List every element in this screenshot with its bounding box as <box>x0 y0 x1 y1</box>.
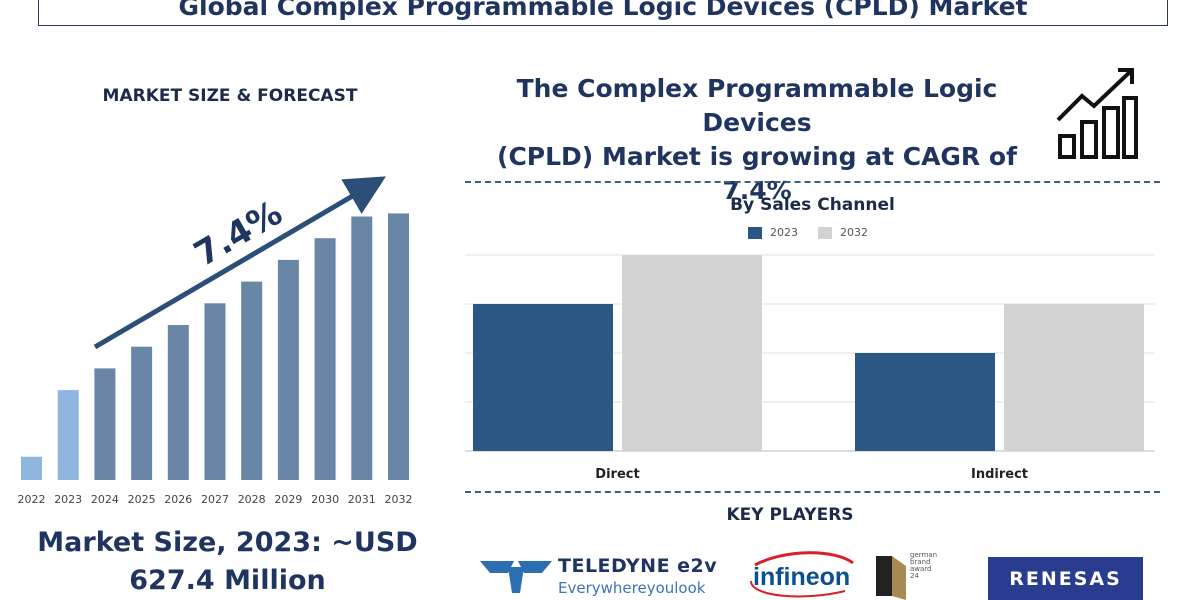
forecast-bar-2030 <box>314 238 336 480</box>
cagr-statement: The Complex Programmable Logic Devices (… <box>462 72 1052 208</box>
forecast-year-label: 2023 <box>54 493 82 506</box>
cagr-line-2: (CPLD) Market is growing at CAGR of 7.4% <box>497 142 1017 205</box>
top-divider <box>465 181 1160 183</box>
forecast-year-label: 2028 <box>238 493 266 506</box>
infineon-logo: infineon <box>745 551 860 600</box>
forecast-year-label: 2032 <box>385 493 413 506</box>
channel-bar-indirect-2032 <box>1004 304 1144 451</box>
sales-channel-chart: Direct Indirect <box>465 254 1155 482</box>
award-line: 24 <box>910 572 919 580</box>
award-emblem-icon <box>876 556 906 600</box>
legend-label-2032: 2032 <box>840 226 868 239</box>
forecast-bar-2025 <box>131 346 153 480</box>
award-text: german brand award 24 <box>910 552 944 580</box>
sales-channel-chart-title: By Sales Channel <box>730 195 895 215</box>
forecast-year-label: 2022 <box>18 493 46 506</box>
forecast-bar-2027 <box>204 303 226 480</box>
infineon-swoosh-icon <box>750 551 854 598</box>
forecast-bar-2024 <box>94 368 116 480</box>
forecast-bar-2031 <box>351 216 373 480</box>
forecast-year-label: 2026 <box>164 493 192 506</box>
award-line: brand <box>910 558 931 566</box>
page-title: Global Complex Programmable Logic Device… <box>178 0 1028 21</box>
forecast-year-label: 2027 <box>201 493 229 506</box>
forecast-bar-2029 <box>277 259 299 480</box>
channel-bar-direct-2023 <box>473 304 613 451</box>
title-box: Global Complex Programmable Logic Device… <box>38 0 1168 26</box>
forecast-year-label: 2030 <box>311 493 339 506</box>
forecast-bar-2023 <box>57 390 79 480</box>
teledyne-logo: TELEDYNE e2v Everywhereyoulook <box>478 553 718 600</box>
teledyne-name: TELEDYNE e2v <box>558 555 718 577</box>
award-line: german <box>910 551 938 559</box>
award-line: award <box>910 565 932 573</box>
forecast-bar-2022 <box>21 456 42 480</box>
market-size-line-2: 627.4 Million <box>129 565 326 596</box>
forecast-bar-2028 <box>241 281 263 480</box>
legend-item-2032: 2032 <box>818 226 868 239</box>
teledyne-tagline: Everywhereyoulook <box>558 579 706 597</box>
cagr-line-1: The Complex Programmable Logic Devices <box>516 74 998 137</box>
legend-label-2023: 2023 <box>770 226 798 239</box>
sales-channel-legend: 2023 2032 <box>748 226 888 239</box>
legend-swatch-2023 <box>748 226 762 239</box>
channel-bar-indirect-2023 <box>855 353 995 451</box>
infineon-name: infineon <box>753 563 851 591</box>
channel-category-label: Direct <box>595 467 639 482</box>
market-size-line-1: Market Size, 2023: ~USD <box>37 527 418 558</box>
legend-item-2023: 2023 <box>748 226 798 239</box>
forecast-bar-2032 <box>388 213 409 480</box>
forecast-year-label: 2031 <box>348 493 376 506</box>
forecast-bar-2026 <box>167 325 189 480</box>
forecast-heading: MARKET SIZE & FORECAST <box>102 86 358 106</box>
channel-category-label: Indirect <box>971 467 1028 482</box>
bottom-divider <box>465 491 1160 493</box>
growth-arrow <box>93 176 386 350</box>
key-players-title: KEY PLAYERS <box>726 505 854 525</box>
renesas-name: RENESAS <box>1009 567 1122 590</box>
legend-swatch-2032 <box>818 226 832 239</box>
growth-chart-icon <box>1056 68 1138 159</box>
forecast-chart: 2022 2023 2024 2025 2026 2027 2028 2029 2030 2031… <box>18 176 413 506</box>
forecast-year-label: 2024 <box>91 493 119 506</box>
teledyne-emblem-icon <box>480 561 552 593</box>
renesas-logo: RENESAS <box>988 557 1143 600</box>
forecast-year-label: 2025 <box>128 493 156 506</box>
brand-award-logo: german brand award 24 <box>872 552 944 600</box>
forecast-year-label: 2029 <box>274 493 302 506</box>
market-size-text: Market Size, 2023: ~USD 627.4 Million <box>0 524 455 600</box>
channel-bar-direct-2032 <box>622 255 762 451</box>
